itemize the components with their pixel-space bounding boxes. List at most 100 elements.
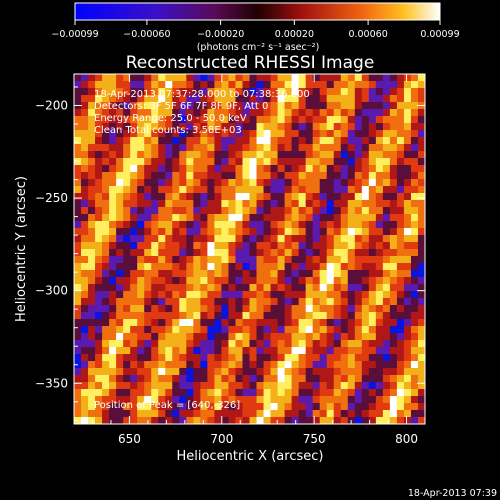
heatmap-cell: [200, 305, 208, 313]
heatmap-cell: [242, 291, 250, 299]
heatmap-cell: [137, 74, 145, 82]
heatmap-cell: [207, 249, 215, 257]
heatmap-cell: [284, 312, 292, 320]
heatmap-cell: [207, 361, 215, 369]
heatmap-cell: [221, 333, 229, 341]
heatmap-cell: [319, 200, 328, 208]
heatmap-cell: [165, 263, 173, 271]
heatmap-cell: [186, 368, 194, 376]
heatmap-cell: [410, 333, 419, 341]
heatmap-cell: [396, 137, 405, 145]
heatmap-cell: [158, 326, 166, 334]
heatmap-cell: [221, 186, 229, 194]
heatmap-cell: [368, 116, 377, 124]
heatmap-cell: [228, 95, 236, 103]
heatmap-cell: [193, 88, 201, 96]
heatmap-cell: [389, 291, 398, 299]
heatmap-cell: [144, 256, 152, 264]
heatmap-cell: [200, 361, 208, 369]
heatmap-cell: [214, 242, 222, 250]
heatmap-cell: [417, 263, 426, 271]
heatmap-cell: [158, 214, 166, 222]
heatmap-cell: [242, 214, 250, 222]
heatmap-cell: [102, 130, 110, 138]
heatmap-cell: [151, 368, 159, 376]
heatmap-cell: [102, 305, 110, 313]
heatmap-cell: [81, 249, 89, 257]
heatmap-cell: [340, 186, 349, 194]
heatmap-cell: [144, 144, 152, 152]
heatmap-cell: [123, 263, 131, 271]
heatmap-cell: [270, 326, 278, 334]
heatmap-cell: [165, 389, 173, 397]
heatmap-cell: [263, 333, 271, 341]
heatmap-cell: [130, 179, 138, 187]
heatmap-cell: [256, 263, 264, 271]
heatmap-cell: [298, 74, 307, 82]
heatmap-cell: [186, 249, 194, 257]
heatmap-cell: [312, 172, 321, 180]
heatmap-cell: [109, 74, 117, 82]
heatmap-cell: [354, 123, 363, 131]
heatmap-cell: [298, 368, 307, 376]
heatmap-cell: [137, 200, 145, 208]
heatmap-cell: [137, 382, 145, 390]
heatmap-cell: [186, 256, 194, 264]
heatmap-cell: [326, 193, 335, 201]
heatmap-cell: [340, 284, 349, 292]
heatmap-cell: [256, 326, 264, 334]
heatmap-cell: [179, 235, 187, 243]
heatmap-cell: [340, 305, 349, 313]
heatmap-cell: [417, 396, 426, 404]
heatmap-cell: [172, 109, 180, 117]
heatmap-cell: [333, 74, 342, 82]
heatmap-cell: [277, 263, 285, 271]
heatmap-cell: [270, 116, 278, 124]
heatmap-cell: [396, 102, 405, 110]
heatmap-cell: [291, 172, 299, 180]
heatmap-cell: [228, 298, 236, 306]
heatmap-cell: [368, 312, 377, 320]
heatmap-cell: [95, 235, 103, 243]
heatmap-cell: [214, 193, 222, 201]
heatmap-cell: [382, 249, 391, 257]
heatmap-cell: [81, 368, 89, 376]
heatmap-cell: [235, 361, 243, 369]
heatmap-cell: [130, 95, 138, 103]
heatmap-cell: [256, 270, 264, 278]
heatmap-cell: [200, 228, 208, 236]
heatmap-cell: [403, 228, 412, 236]
heatmap-cell: [186, 200, 194, 208]
heatmap-cell: [284, 123, 292, 131]
heatmap-cell: [410, 144, 419, 152]
heatmap-cell: [95, 291, 103, 299]
heatmap-cell: [256, 312, 264, 320]
heatmap-cell: [417, 389, 426, 397]
heatmap-cell: [214, 305, 222, 313]
heatmap-cell: [95, 249, 103, 257]
x-tick-label: 750: [303, 432, 326, 446]
heatmap-cell: [319, 249, 328, 257]
heatmap-cell: [186, 228, 194, 236]
heatmap-cell: [123, 347, 131, 355]
heatmap-cell: [270, 158, 278, 166]
heatmap-cell: [95, 179, 103, 187]
heatmap-cell: [382, 200, 391, 208]
heatmap-cell: [284, 319, 292, 327]
heatmap-cell: [263, 277, 271, 285]
heatmap-cell: [291, 277, 299, 285]
heatmap-cell: [186, 319, 194, 327]
heatmap-cell: [291, 109, 299, 117]
heatmap-cell: [410, 158, 419, 166]
heatmap-cell: [305, 214, 314, 222]
heatmap-cell: [165, 116, 173, 124]
heatmap-cell: [333, 116, 342, 124]
heatmap-cell: [403, 270, 412, 278]
heatmap-cell: [277, 207, 285, 215]
heatmap-cell: [74, 137, 82, 145]
heatmap-cell: [200, 242, 208, 250]
heatmap-cell: [193, 291, 201, 299]
heatmap-cell: [382, 102, 391, 110]
heatmap-cell: [347, 382, 356, 390]
heatmap-cell: [88, 305, 96, 313]
